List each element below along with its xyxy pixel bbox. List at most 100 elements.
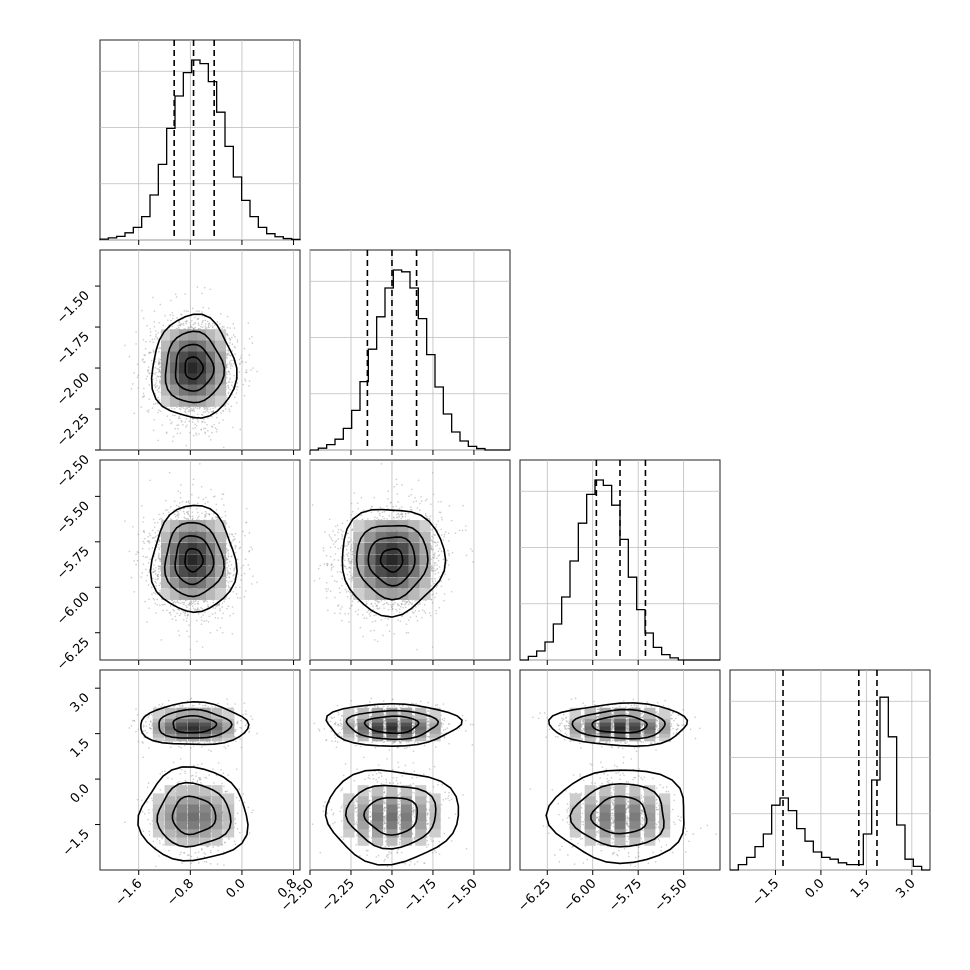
sample-point	[142, 555, 145, 558]
sample-point	[152, 341, 155, 344]
sample-point	[181, 420, 183, 423]
sample-point	[144, 354, 146, 356]
sample-point	[143, 387, 145, 390]
sample-point	[187, 614, 190, 616]
sample-point	[171, 311, 174, 314]
sample-point	[189, 324, 192, 326]
sample-point	[193, 601, 195, 603]
sample-point	[234, 566, 237, 569]
sample-point	[159, 604, 161, 606]
sample-point	[229, 560, 231, 563]
sample-point	[170, 319, 172, 322]
sample-point	[226, 579, 228, 582]
sample-point	[166, 319, 169, 321]
sample-point	[155, 333, 157, 336]
sample-point	[227, 605, 230, 608]
sample-point	[130, 388, 133, 390]
sample-point	[153, 591, 155, 594]
sample-point	[196, 607, 199, 609]
sample-point	[177, 417, 180, 420]
sample-point	[204, 407, 207, 410]
sample-point	[180, 484, 182, 486]
sample-point	[198, 407, 201, 410]
sample-point	[158, 358, 160, 360]
sample-point	[132, 525, 134, 528]
sample-point	[248, 532, 251, 534]
sample-point	[223, 600, 226, 603]
sample-point	[195, 434, 198, 436]
sample-point	[197, 600, 199, 603]
sample-point	[174, 602, 177, 604]
sample-point	[144, 600, 146, 603]
histogram-step-1	[99, 59, 301, 241]
sample-point	[229, 360, 231, 363]
sample-point	[211, 411, 213, 413]
sample-point	[221, 516, 223, 519]
sample-point	[156, 534, 159, 537]
sample-point	[148, 351, 151, 354]
sample-point	[236, 341, 239, 343]
sample-point	[179, 496, 182, 499]
sample-point	[200, 623, 203, 626]
sample-point	[202, 614, 204, 616]
sample-point	[222, 504, 225, 506]
sample-point	[207, 307, 210, 310]
sample-point	[135, 331, 137, 333]
sample-point	[155, 382, 157, 384]
panel-frame	[99, 39, 301, 241]
sample-point	[172, 601, 175, 604]
sample-point	[231, 343, 234, 345]
sample-point	[191, 418, 194, 420]
sample-point	[230, 363, 233, 365]
sample-point	[234, 335, 236, 338]
sample-point	[206, 320, 209, 323]
sample-point	[174, 513, 176, 515]
sample-point	[156, 375, 159, 377]
sample-point	[178, 634, 181, 637]
sample-point	[187, 500, 190, 502]
sample-point	[207, 326, 210, 328]
sample-point	[146, 574, 149, 577]
sample-point	[148, 398, 151, 400]
sample-point	[200, 606, 202, 609]
sample-point	[136, 363, 139, 365]
sample-point	[197, 502, 199, 505]
sample-point	[185, 604, 187, 607]
sample-point	[142, 317, 145, 320]
sample-point	[180, 313, 182, 316]
sample-point	[223, 326, 225, 328]
sample-point	[184, 320, 187, 323]
sample-point	[207, 603, 209, 606]
sample-point	[177, 516, 180, 519]
sample-point	[243, 572, 246, 575]
sample-point	[203, 286, 206, 289]
sample-point	[226, 333, 228, 336]
sample-point	[235, 402, 238, 404]
sample-point	[224, 510, 227, 513]
sample-point	[189, 608, 191, 610]
sample-point	[226, 357, 229, 359]
sample-point	[211, 415, 213, 418]
sample-point	[192, 427, 194, 430]
sample-point	[170, 407, 173, 409]
sample-point	[143, 537, 146, 540]
sample-point	[234, 545, 236, 547]
sample-point	[248, 385, 250, 387]
sample-point	[207, 417, 209, 419]
sample-point	[219, 323, 221, 325]
sample-point	[248, 380, 251, 382]
sample-point	[213, 423, 215, 426]
sample-point	[171, 440, 174, 443]
sample-point	[170, 422, 172, 425]
sample-point	[160, 639, 163, 641]
sample-point	[152, 518, 155, 521]
sample-point	[185, 444, 188, 447]
sample-point	[238, 358, 241, 361]
sample-point	[176, 432, 179, 435]
sample-point	[151, 407, 154, 409]
sample-point	[182, 611, 185, 613]
sample-point	[230, 563, 233, 566]
sample-point	[197, 496, 200, 499]
sample-point	[240, 356, 242, 359]
sample-point	[192, 323, 195, 326]
